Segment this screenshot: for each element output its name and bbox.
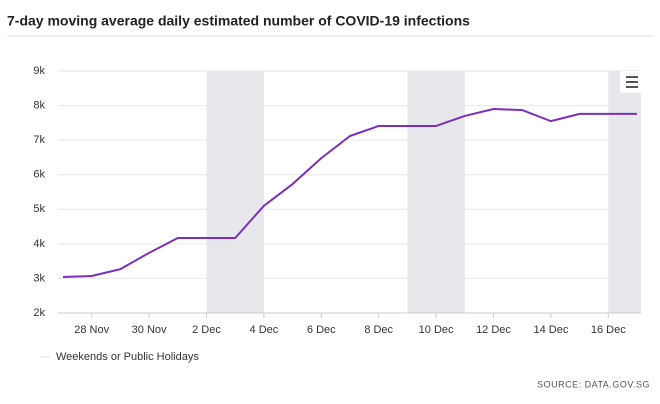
y-tick-label: 7k <box>33 134 45 146</box>
highlight-band <box>206 71 264 313</box>
x-tick-label: 2 Dec <box>192 324 221 336</box>
chart-title: 7-day moving average daily estimated num… <box>7 13 470 29</box>
x-tick-label: 6 Dec <box>307 324 336 336</box>
x-tick-label: 16 Dec <box>591 324 626 336</box>
menu-bar[interactable] <box>626 86 638 88</box>
x-tick-label: 30 Nov <box>132 324 167 336</box>
y-tick-label: 4k <box>33 238 45 250</box>
y-tick-label: 9k <box>33 65 45 77</box>
source: SOURCE: DATA.GOV.SG <box>537 379 650 389</box>
y-tick-label: 6k <box>33 169 45 181</box>
x-tick-label: 12 Dec <box>476 324 511 336</box>
x-tick-label: 4 Dec <box>250 324 279 336</box>
x-tick-label: 10 Dec <box>419 324 454 336</box>
menu-button[interactable] <box>620 71 644 93</box>
x-tick-label: 8 Dec <box>364 324 393 336</box>
legend-label: Weekends or Public Holidays <box>56 351 199 363</box>
y-tick-label: 2k <box>33 307 45 319</box>
y-tick-label: 5k <box>33 203 45 215</box>
menu-bar[interactable] <box>626 81 638 83</box>
highlight-band <box>608 71 641 313</box>
y-tick-label: 3k <box>33 272 45 284</box>
y-tick-label: 8k <box>33 99 45 111</box>
x-tick-label: 14 Dec <box>533 324 568 336</box>
highlight-band <box>407 71 465 313</box>
data-line <box>62 108 637 279</box>
x-tick-label: 28 Nov <box>74 324 109 336</box>
menu-bar[interactable] <box>626 76 638 78</box>
